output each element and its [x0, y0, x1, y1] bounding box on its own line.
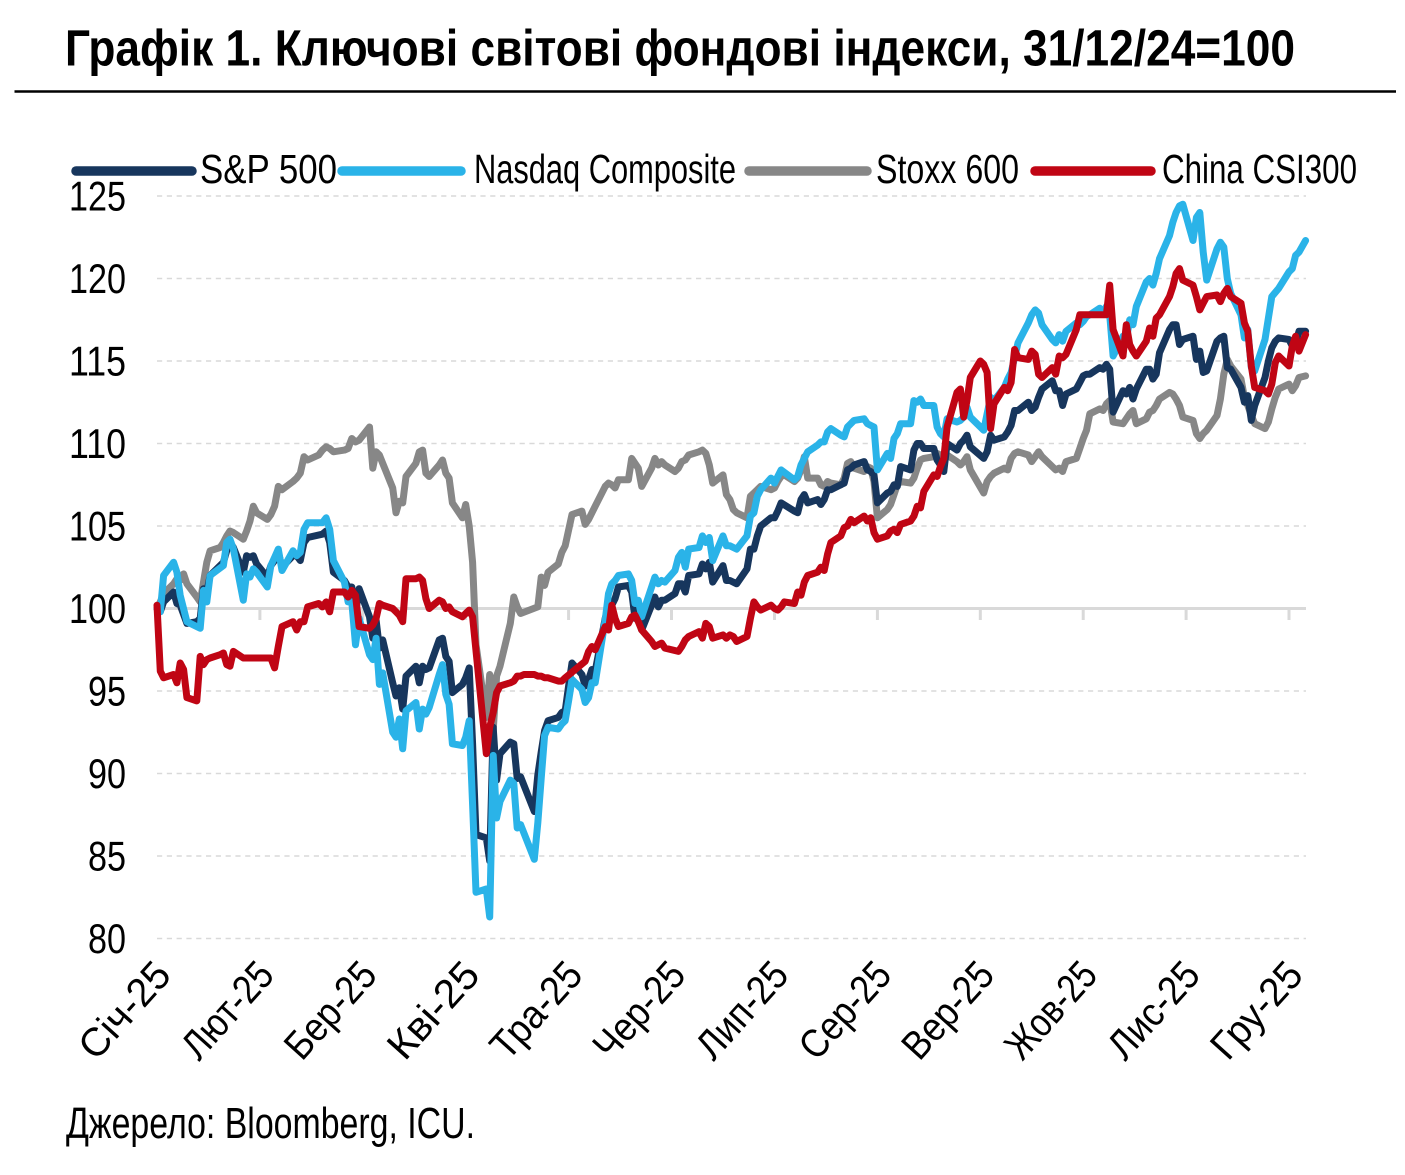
svg-text:China CSI300: China CSI300: [1162, 146, 1357, 192]
svg-text:85: 85: [88, 833, 126, 880]
svg-text:100: 100: [69, 585, 126, 632]
svg-text:90: 90: [88, 750, 126, 797]
svg-text:Графік 1. Ключові світові фонд: Графік 1. Ключові світові фондові індекс…: [65, 20, 1295, 77]
svg-text:S&P 500: S&P 500: [200, 146, 337, 192]
svg-text:125: 125: [69, 173, 126, 220]
svg-text:95: 95: [88, 668, 126, 715]
svg-text:Nasdaq Composite: Nasdaq Composite: [474, 146, 736, 192]
svg-text:105: 105: [69, 503, 126, 550]
svg-text:120: 120: [69, 255, 126, 302]
svg-text:Stoxx 600: Stoxx 600: [876, 146, 1019, 192]
svg-text:Джерело: Bloomberg, ICU.: Джерело: Bloomberg, ICU.: [66, 1099, 475, 1148]
svg-text:115: 115: [69, 338, 126, 385]
svg-text:110: 110: [69, 420, 126, 467]
svg-text:80: 80: [88, 915, 126, 962]
